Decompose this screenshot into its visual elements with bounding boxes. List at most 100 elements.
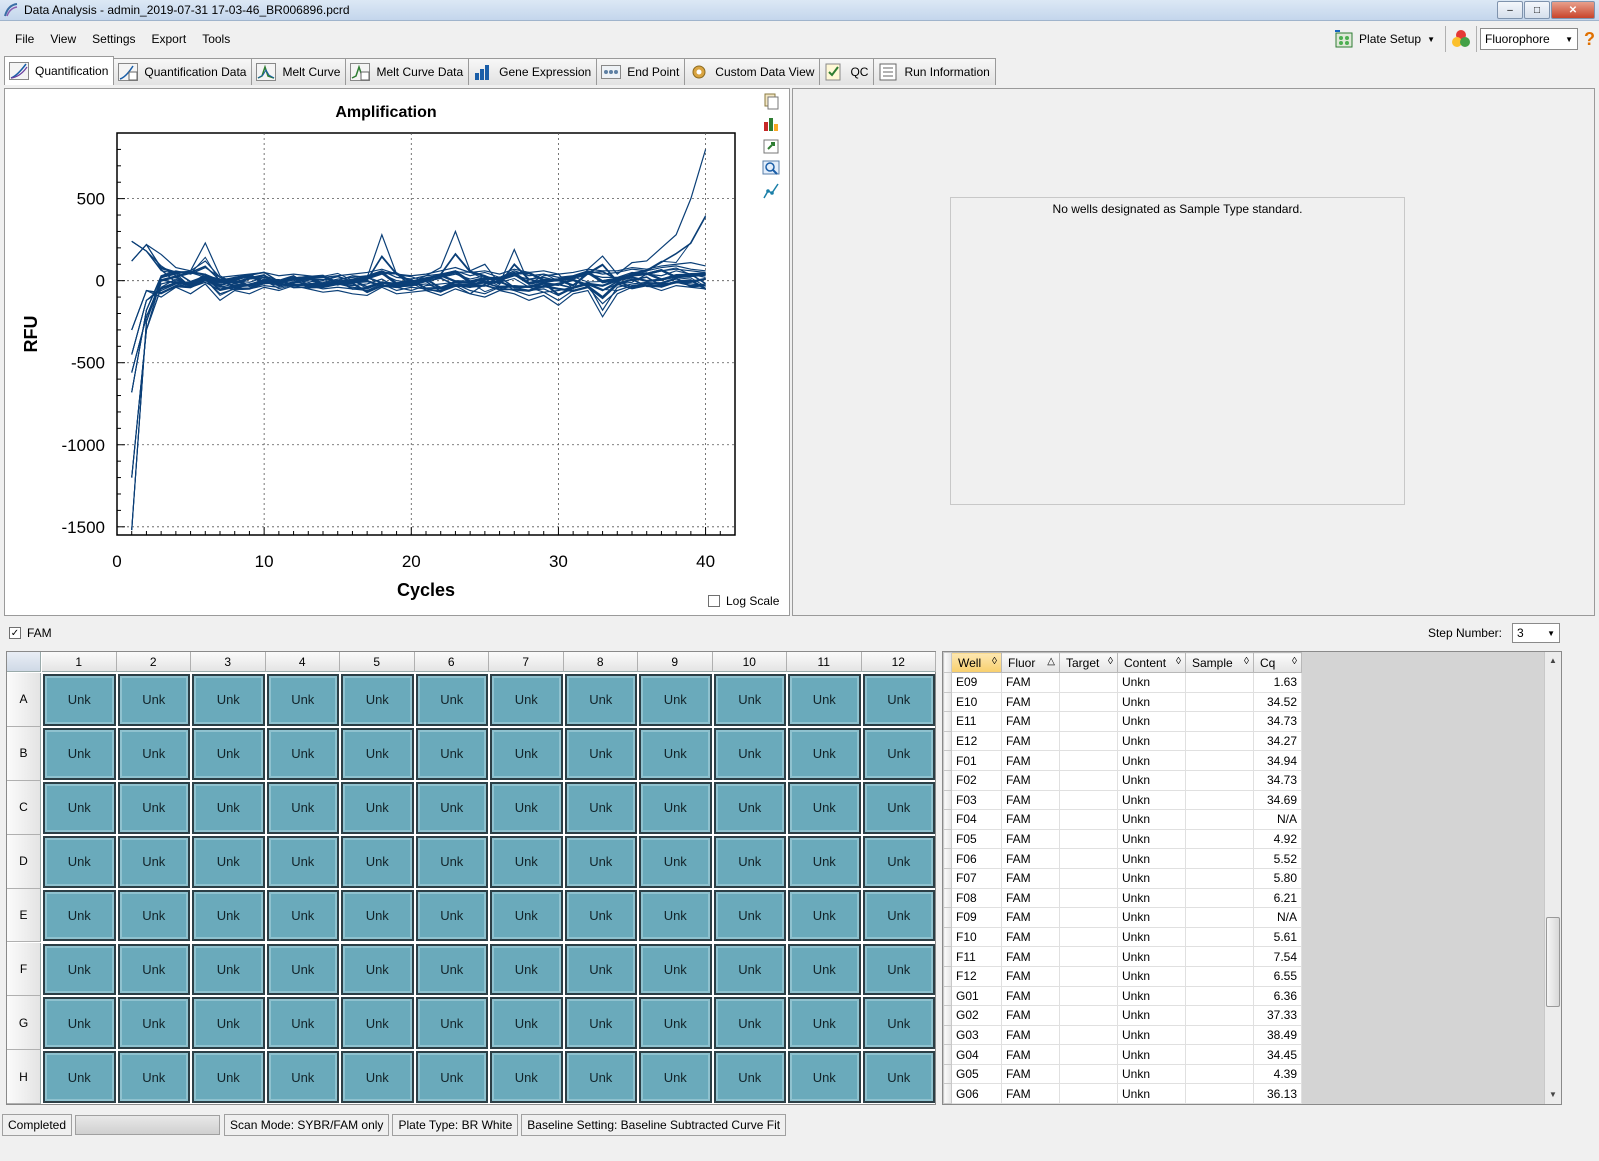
plate-well[interactable]: Unk bbox=[43, 674, 116, 726]
plate-well[interactable]: Unk bbox=[266, 835, 339, 888]
row-selector[interactable] bbox=[943, 672, 952, 693]
plate-well[interactable]: Unk bbox=[564, 781, 637, 834]
plate-well[interactable]: Unk bbox=[117, 997, 190, 1050]
row-header-corner[interactable] bbox=[943, 652, 952, 673]
log-scale-toggle[interactable]: Log Scale bbox=[708, 594, 779, 608]
plate-well[interactable]: Unk bbox=[713, 943, 786, 996]
zoom-icon[interactable] bbox=[762, 159, 780, 177]
plate-well[interactable]: Unk bbox=[117, 889, 190, 942]
export-icon[interactable] bbox=[762, 137, 780, 155]
scroll-up-icon[interactable]: ▲ bbox=[1549, 656, 1557, 665]
plate-well[interactable]: Unk bbox=[341, 943, 414, 996]
plate-well[interactable]: Unk bbox=[639, 943, 712, 996]
plate-well[interactable]: Unk bbox=[713, 674, 786, 726]
table-row[interactable]: G06 FAM Unkn 36.13 bbox=[943, 1083, 1302, 1104]
menu-view[interactable]: View bbox=[50, 32, 77, 46]
table-row[interactable]: G02 FAM Unkn 37.33 bbox=[943, 1005, 1302, 1026]
plate-well[interactable]: Unk bbox=[639, 997, 712, 1050]
column-header-content[interactable]: Content ◊ bbox=[1117, 652, 1186, 673]
plate-well[interactable]: Unk bbox=[117, 1051, 190, 1104]
log-scale-checkbox[interactable] bbox=[708, 595, 720, 607]
plate-well[interactable]: Unk bbox=[788, 835, 861, 888]
plate-well[interactable]: Unk bbox=[266, 943, 339, 996]
plate-well[interactable]: Unk bbox=[341, 674, 414, 726]
plate-well[interactable]: Unk bbox=[490, 997, 563, 1050]
scroll-down-icon[interactable]: ▼ bbox=[1549, 1090, 1557, 1099]
plate-well[interactable]: Unk bbox=[266, 727, 339, 780]
plate-well[interactable]: Unk bbox=[639, 835, 712, 888]
plate-well[interactable]: Unk bbox=[192, 727, 265, 780]
row-selector[interactable] bbox=[943, 965, 952, 987]
tab-end-point[interactable]: End Point bbox=[596, 58, 686, 85]
plate-well[interactable]: Unk bbox=[788, 674, 861, 726]
scrollbar-thumb[interactable] bbox=[1546, 917, 1560, 1007]
plate-well[interactable]: Unk bbox=[43, 1051, 116, 1104]
tab-run-information[interactable]: Run Information bbox=[873, 58, 996, 85]
column-header[interactable]: 10 bbox=[712, 652, 787, 672]
row-selector[interactable] bbox=[943, 926, 952, 948]
plate-well[interactable]: Unk bbox=[490, 727, 563, 780]
column-header-well[interactable]: Well ◊ bbox=[951, 652, 1002, 673]
row-selector[interactable] bbox=[943, 1024, 952, 1046]
table-row[interactable]: F02 FAM Unkn 34.73 bbox=[943, 769, 1302, 791]
plate-well[interactable]: Unk bbox=[862, 1051, 935, 1104]
column-header[interactable]: 2 bbox=[116, 652, 191, 672]
menu-settings[interactable]: Settings bbox=[92, 32, 136, 46]
table-row[interactable]: F03 FAM Unkn 34.69 bbox=[943, 789, 1302, 811]
plate-well[interactable]: Unk bbox=[490, 781, 563, 834]
plate-well[interactable]: Unk bbox=[266, 889, 339, 942]
plate-well[interactable]: Unk bbox=[43, 727, 116, 780]
tab-quantification-data[interactable]: Quantification Data bbox=[113, 58, 253, 85]
column-header-target[interactable]: Target ◊ bbox=[1059, 652, 1118, 673]
row-header[interactable]: A bbox=[7, 673, 41, 727]
maximize-button[interactable]: □ bbox=[1524, 1, 1550, 19]
table-row[interactable]: F12 FAM Unkn 6.55 bbox=[943, 965, 1302, 987]
row-header[interactable]: E bbox=[7, 888, 41, 943]
menu-file[interactable]: File bbox=[15, 32, 35, 46]
plate-well[interactable]: Unk bbox=[43, 943, 116, 996]
plate-well[interactable]: Unk bbox=[564, 943, 637, 996]
plate-well[interactable]: Unk bbox=[862, 674, 935, 726]
plate-well[interactable]: Unk bbox=[862, 943, 935, 996]
tab-quantification[interactable]: Quantification bbox=[4, 56, 115, 85]
amplification-chart[interactable]: Amplification 0 10 20 30 40 -1500 -1000 -500 0 500… bbox=[5, 89, 765, 617]
row-selector[interactable] bbox=[943, 769, 952, 791]
row-selector[interactable] bbox=[943, 730, 952, 752]
plate-well[interactable]: Unk bbox=[341, 1051, 414, 1104]
plate-well[interactable]: Unk bbox=[490, 943, 563, 996]
plate-well[interactable]: Unk bbox=[341, 727, 414, 780]
column-header[interactable]: 11 bbox=[787, 652, 862, 672]
plate-well[interactable]: Unk bbox=[415, 835, 488, 888]
table-row[interactable]: F09 FAM Unkn N/A bbox=[943, 907, 1302, 928]
plate-well[interactable]: Unk bbox=[788, 727, 861, 780]
plate-well[interactable]: Unk bbox=[43, 781, 116, 834]
table-row[interactable]: E10 FAM Unkn 34.52 bbox=[943, 691, 1302, 713]
table-row[interactable]: F06 FAM Unkn 5.52 bbox=[943, 848, 1302, 869]
plate-well[interactable]: Unk bbox=[639, 889, 712, 942]
plate-well[interactable]: Unk bbox=[415, 1051, 488, 1104]
plate-well[interactable]: Unk bbox=[341, 835, 414, 888]
plate-well[interactable]: Unk bbox=[713, 997, 786, 1050]
row-header[interactable]: G bbox=[7, 996, 41, 1051]
row-selector[interactable] bbox=[943, 809, 952, 830]
table-row[interactable]: G01 FAM Unkn 6.36 bbox=[943, 985, 1302, 1007]
sort-icon[interactable]: △ bbox=[1047, 656, 1055, 667]
plate-well[interactable]: Unk bbox=[564, 997, 637, 1050]
plate-well[interactable]: Unk bbox=[564, 727, 637, 780]
table-row[interactable]: E09 FAM Unkn 1.63 bbox=[943, 672, 1302, 693]
plate-well[interactable]: Unk bbox=[117, 943, 190, 996]
row-selector[interactable] bbox=[943, 691, 952, 713]
plate-well[interactable]: Unk bbox=[192, 889, 265, 942]
plate-well[interactable]: Unk bbox=[43, 835, 116, 888]
plate-well[interactable]: Unk bbox=[564, 889, 637, 942]
sort-icon[interactable]: ◊ bbox=[1292, 656, 1297, 667]
table-row[interactable]: G05 FAM Unkn 4.39 bbox=[943, 1063, 1302, 1085]
fluorophore-dropdown[interactable]: Fluorophore ▼ bbox=[1480, 28, 1578, 50]
tab-custom-data-view[interactable]: Custom Data View bbox=[684, 58, 821, 85]
plate-well[interactable]: Unk bbox=[415, 889, 488, 942]
plate-well[interactable]: Unk bbox=[117, 835, 190, 888]
plate-well[interactable]: Unk bbox=[788, 889, 861, 942]
table-row[interactable]: F04 FAM Unkn N/A bbox=[943, 809, 1302, 830]
plate-well[interactable]: Unk bbox=[266, 997, 339, 1050]
column-header[interactable]: 6 bbox=[414, 652, 489, 672]
